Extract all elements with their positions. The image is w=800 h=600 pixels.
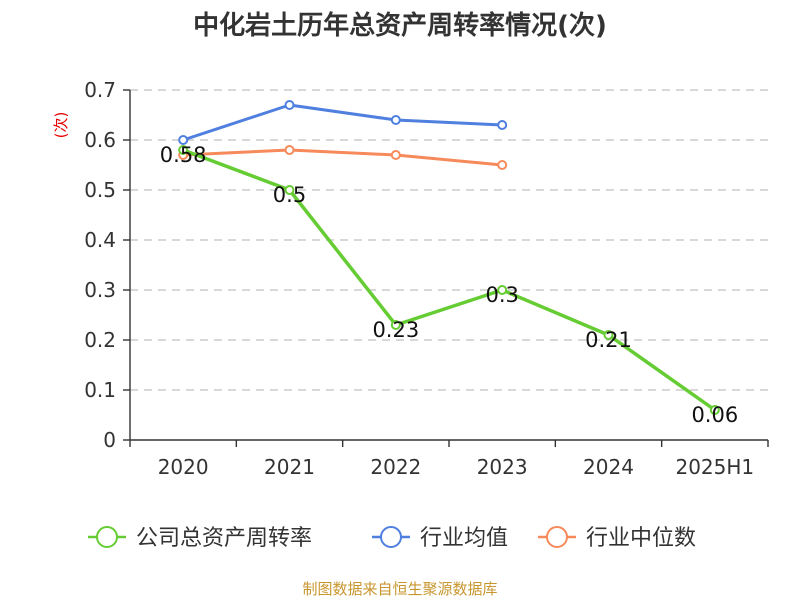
legend-item-company[interactable]: 公司总资产周转率 <box>88 526 312 551</box>
data-point-industry_avg <box>390 115 401 125</box>
series-group <box>178 100 720 415</box>
legend[interactable]: 公司总资产周转率 行业均值 行业中位数 <box>88 526 696 551</box>
data-point-company <box>497 285 508 295</box>
y-tick-label: 0.2 <box>84 328 116 352</box>
data-point-company <box>178 145 189 155</box>
data-point-company <box>284 185 295 195</box>
x-tick-label: 2023 <box>477 455 528 479</box>
x-tick-label: 2024 <box>583 455 634 479</box>
data-point-industry_median <box>284 145 295 155</box>
x-tick-label: 2021 <box>264 455 315 479</box>
x-tick-label: 2025H1 <box>675 455 754 479</box>
data-point-industry_avg <box>178 135 189 145</box>
data-point-company <box>603 330 614 340</box>
legend-marker <box>546 526 568 548</box>
legend-label: 行业均值 <box>420 526 508 551</box>
data-label: 0.21 <box>585 328 632 352</box>
x-tick-label: 2022 <box>370 455 421 479</box>
grid <box>130 89 768 391</box>
legend-item-industry_avg[interactable]: 行业均值 <box>372 526 508 551</box>
data-point-industry_avg <box>284 100 295 110</box>
series-line-company <box>182 148 716 412</box>
y-tick-label: 0.5 <box>84 178 116 202</box>
y-tick-label: 0.7 <box>84 78 116 102</box>
data-point-industry_median <box>390 150 401 160</box>
axes: 0 0.1 0.2 0.3 0.4 0.5 0.6 0.7 2020 2021 2022 2023 20… <box>84 78 769 479</box>
source-note: 制图数据来自恒生聚源数据库 <box>302 580 497 598</box>
y-tick-label: 0.4 <box>84 228 116 252</box>
y-axis-unit: (次) <box>52 112 70 139</box>
x-tick-label: 2020 <box>158 455 209 479</box>
legend-marker <box>380 526 402 548</box>
y-tick-label: 0.6 <box>84 128 116 152</box>
legend-item-industry_median[interactable]: 行业中位数 <box>538 526 696 551</box>
y-tick-label: 0.1 <box>84 378 116 402</box>
data-label: 0.23 <box>372 318 419 342</box>
data-point-industry_avg <box>497 120 508 130</box>
legend-label: 公司总资产周转率 <box>136 526 312 551</box>
data-point-company <box>390 320 401 330</box>
legend-label: 行业中位数 <box>586 526 696 551</box>
data-label: 0.3 <box>485 283 518 307</box>
y-tick-label: 0.3 <box>84 278 116 302</box>
data-label: 0.58 <box>160 143 207 167</box>
legend-marker <box>96 526 118 548</box>
chart-title: 中化岩土历年总资产周转率情况(次) <box>193 10 607 41</box>
series-line-industry_avg <box>182 103 503 142</box>
data-point-company <box>709 405 720 415</box>
data-label: 0.5 <box>273 183 306 207</box>
data-label: 0.06 <box>691 403 738 427</box>
series-line-industry_median <box>183 148 503 167</box>
data-labels: 0.58 0.5 0.23 0.3 0.21 0.06 <box>160 143 738 427</box>
y-tick-label: 0 <box>103 428 116 452</box>
data-point-industry_median <box>497 160 508 170</box>
